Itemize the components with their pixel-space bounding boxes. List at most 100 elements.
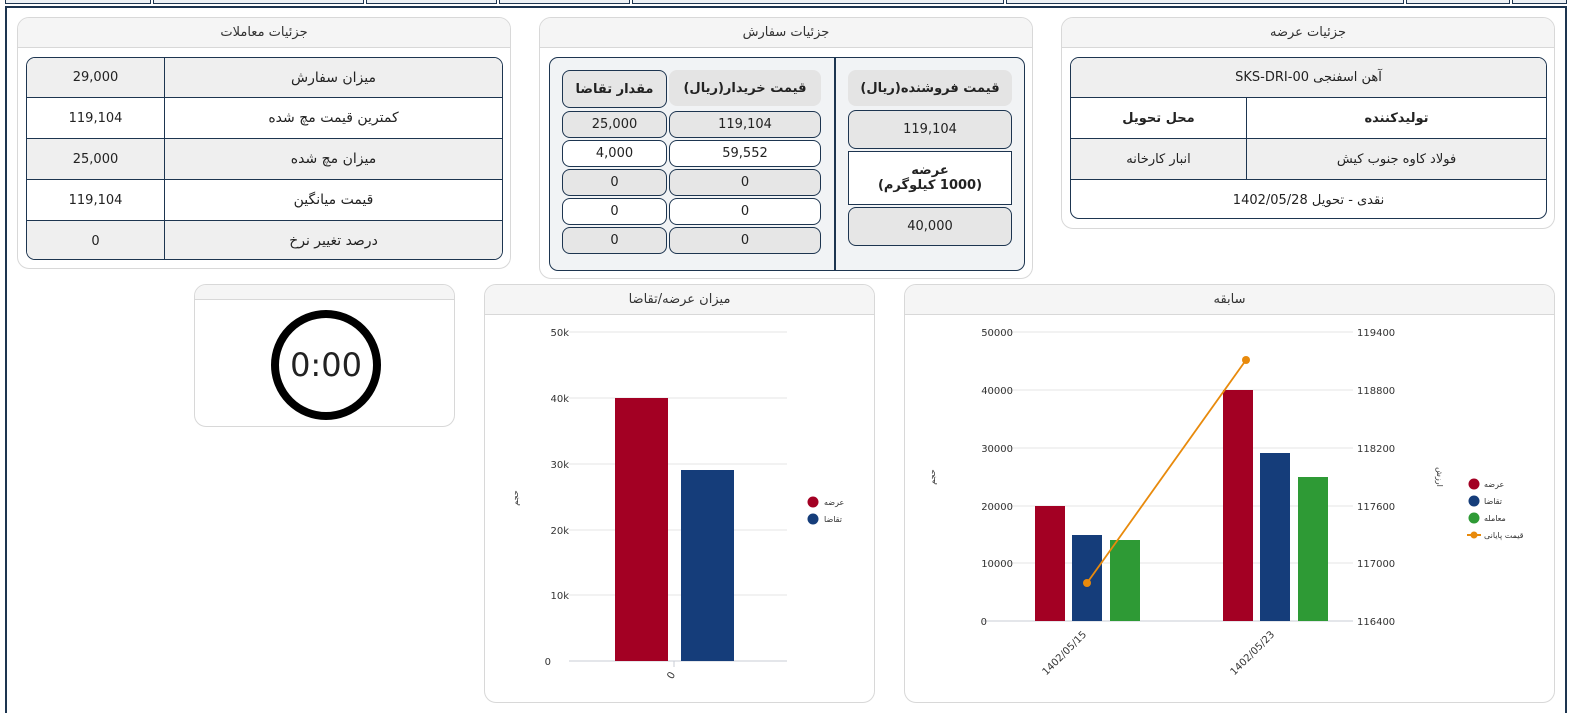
supply-demand-chart: 50k 40k 30k 20k 10k 0 حجم 0 عرضه تقاضا [511,328,844,681]
header-row: تولیدکننده محل تحویل [1071,98,1546,139]
demand-qty-cell: 0 [562,227,667,254]
legend-label[interactable]: معامله [1484,514,1506,523]
row-label: کمترین قیمت مچ شده [164,98,502,138]
legend-label[interactable]: قیمت پایانی [1484,531,1524,540]
supply-unit: (1000 کیلوگرم) [877,178,983,193]
table-row: میزان سفارش 29,000 [27,58,502,98]
legend-dot-supply [1468,478,1480,490]
close-price-point[interactable] [1083,579,1091,587]
product-row: آهن اسفنجی SKS-DRI-00 [1071,58,1546,98]
producer-value: فولاد کاوه جنوب کیش [1246,139,1546,179]
x-tick-label: 1402/05/15 [1041,629,1090,678]
legend-label[interactable]: عرضه [824,498,844,507]
bar-supply[interactable] [1223,390,1253,621]
panel-title: جزئیات سفارش [540,18,1032,48]
bar-supply[interactable] [615,398,668,661]
svg-text:116400: 116400 [1357,617,1395,628]
table-row: قیمت میانگین 119,104 [27,180,502,221]
close-price-line [1086,359,1247,584]
buyer-price-cell: 59,552 [669,140,821,167]
row-value: 119,104 [68,192,123,208]
legend-dot-close-price [1470,531,1478,539]
bar-supply[interactable] [1035,506,1065,621]
order-details-panel: جزئیات سفارش قیمت فروشنده(ریال) 119,104 … [539,17,1033,279]
demand-qty-cell: 25,000 [562,111,667,138]
buyer-price-header: قیمت خریدار(ریال) [669,70,821,106]
settlement-row: نقدی - تحویل 1402/05/28 [1071,180,1546,218]
values-row: فولاد کاوه جنوب کیش انبار کارخانه [1071,139,1546,180]
top-tab[interactable] [366,0,497,4]
history-chart: 50000 40000 30000 20000 10000 0 119400 1… [928,328,1524,678]
demand-qty-cell: 0 [562,169,667,196]
row-value: 29,000 [72,70,119,85]
bar-demand[interactable] [1072,535,1102,621]
svg-text:20000: 20000 [981,502,1013,513]
demand-qty-cell: 4,000 [562,140,667,167]
top-tab[interactable] [499,0,630,4]
supply-label: عرضه [911,163,949,178]
timer-value: 0:00 [290,346,362,384]
svg-text:117600: 117600 [1357,502,1395,513]
top-tab[interactable] [1006,0,1404,4]
svg-text:40000: 40000 [981,386,1013,397]
seller-price-value: 119,104 [848,110,1012,149]
row-value: 119,104 [68,110,123,126]
column-divider [834,58,836,270]
svg-text:0: 0 [545,657,551,668]
buyer-price-cell: 119,104 [669,111,821,138]
top-tab[interactable] [5,0,151,4]
table-row: میزان مچ شده 25,000 [27,139,502,180]
top-tab[interactable] [153,0,364,4]
delivery-place-value: انبار کارخانه [1126,151,1191,167]
row-label: درصد تغییر نرخ [164,221,502,259]
bar-trade[interactable] [1110,540,1140,621]
panel-title [195,285,454,300]
delivery-place-label: محل تحویل [1122,110,1195,126]
legend-dot-demand [807,513,819,525]
trade-details-table: میزان سفارش 29,000 کمترین قیمت مچ شده 11… [26,57,503,260]
trade-details-panel: جزئیات معاملات میزان سفارش 29,000 کمترین… [17,17,511,269]
legend-dot-trade [1468,512,1480,524]
demand-qty-cell: 0 [562,198,667,225]
demand-qty-header: مقدار تقاضا [562,70,667,108]
legend-label[interactable]: تقاضا [824,515,842,524]
svg-text:10000: 10000 [981,559,1013,570]
buyer-price-cell: 0 [669,198,821,225]
seller-price-header: قیمت فروشنده(ریال) [848,70,1012,106]
svg-text:40k: 40k [550,394,569,405]
timer-panel: 0:00 [194,284,455,427]
svg-text:30000: 30000 [981,444,1013,455]
bar-demand[interactable] [681,470,734,661]
top-tab[interactable] [1406,0,1510,4]
row-value: 25,000 [72,151,119,167]
panel-title: میزان عرضه/تقاضا [485,285,874,315]
legend-label[interactable]: عرضه [1484,480,1504,489]
close-price-point[interactable] [1242,356,1250,364]
offer-details-table: آهن اسفنجی SKS-DRI-00 تولیدکننده محل تحو… [1070,57,1547,219]
top-tab-strip [0,0,1572,6]
settlement-value: نقدی - تحویل 1402/05/28 [1232,192,1385,208]
supply-demand-chart-panel: میزان عرضه/تقاضا 50k 40k 30k 20k 10k 0 ح… [484,284,875,703]
x-tick-label: 0 [665,670,678,681]
buyer-price-cell: 0 [669,169,821,196]
gridlines [569,331,787,596]
y-axis-ticks: 50k 40k 30k 20k 10k 0 [545,328,570,668]
svg-text:20k: 20k [550,526,569,537]
row-label: قیمت میانگین [164,180,502,220]
table-row: درصد تغییر نرخ 0 [27,221,502,259]
bar-demand[interactable] [1260,453,1290,621]
producer-label: تولیدکننده [1246,98,1546,138]
countdown-timer: 0:00 [271,310,381,420]
svg-text:118800: 118800 [1357,386,1395,397]
svg-text:117000: 117000 [1357,559,1395,570]
order-book: قیمت فروشنده(ریال) 119,104 عرضه (1000 کی… [549,57,1025,271]
legend-label[interactable]: تقاضا [1484,497,1502,506]
row-value: 0 [91,233,100,249]
svg-text:118200: 118200 [1357,444,1395,455]
bar-trade[interactable] [1298,477,1328,621]
top-tab[interactable] [632,0,1004,4]
legend-dot-demand [1468,495,1480,507]
svg-text:119400: 119400 [1357,328,1395,339]
panel-title: جزئیات معاملات [18,18,510,48]
top-tab[interactable] [1512,0,1567,4]
